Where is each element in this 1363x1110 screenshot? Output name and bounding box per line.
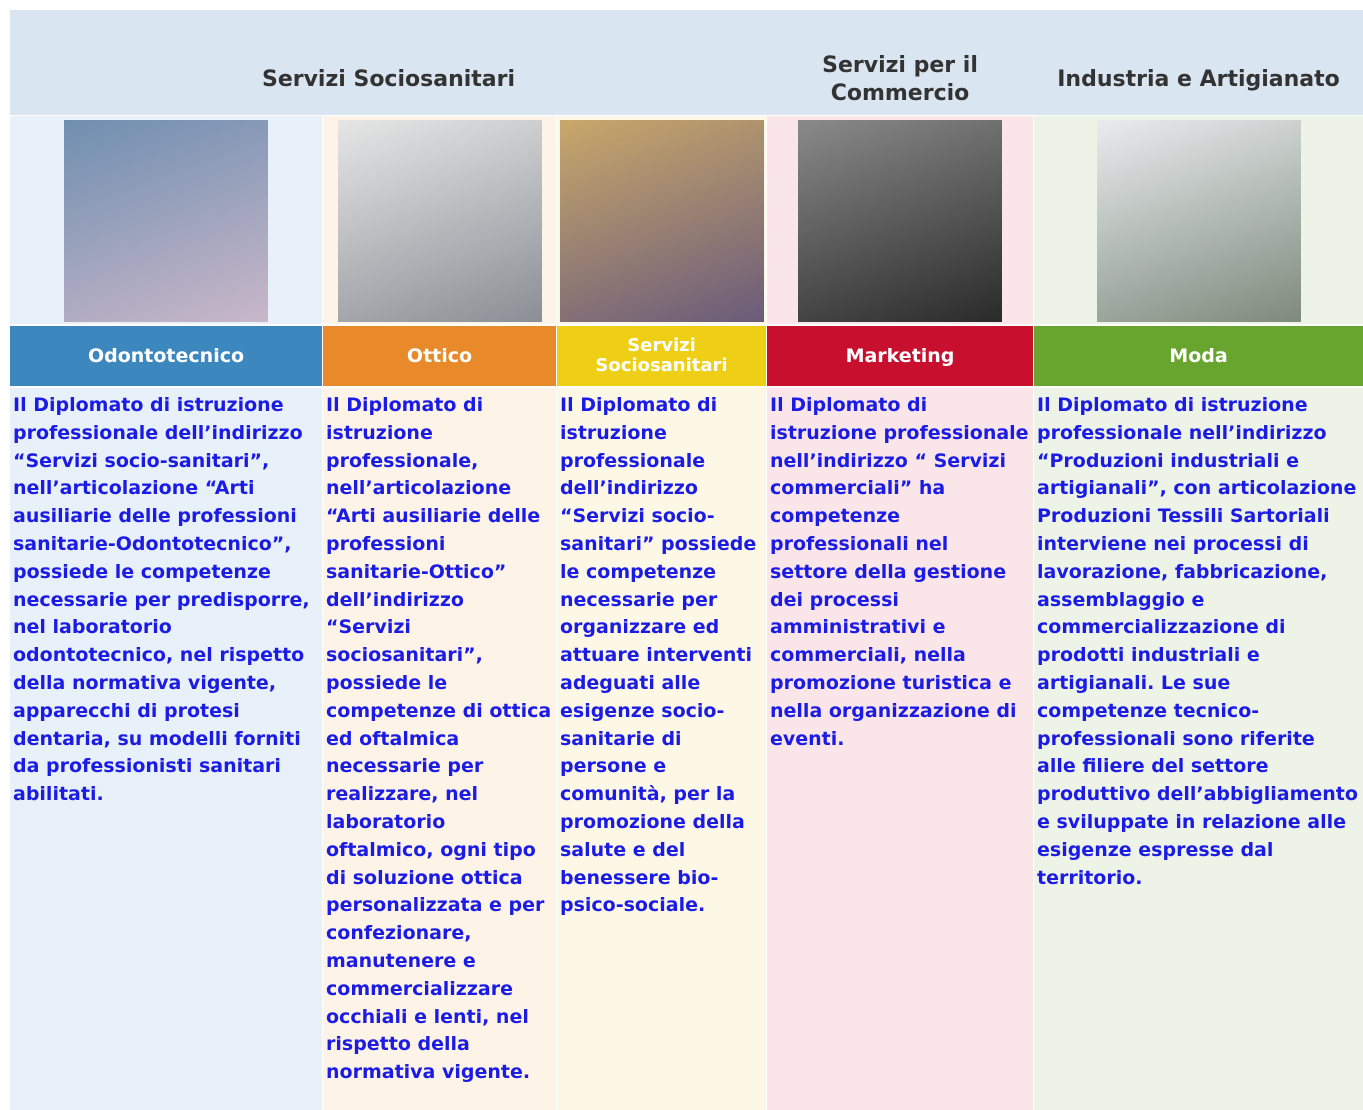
column-description: Il Diplomato di istruzione professionale… <box>767 388 1033 1110</box>
column-description: Il Diplomato di istruzione professionale… <box>557 388 766 1110</box>
column-label: Moda <box>1034 326 1363 386</box>
group-heading: Servizi Sociosanitari <box>261 67 516 92</box>
header-band <box>10 10 1363 115</box>
photo <box>64 120 268 322</box>
column-description: Il Diplomato di istruzione professionale… <box>1034 388 1363 1110</box>
group-heading: Servizi per il Commercio <box>822 53 978 106</box>
image-cell <box>1034 116 1363 324</box>
image-cell <box>557 116 766 324</box>
column-label: Marketing <box>767 326 1033 386</box>
image-cell <box>767 116 1033 324</box>
column-description: Il Diplomato di istruzione professionale… <box>10 388 322 1110</box>
group-heading: Industria e Artigianato <box>1057 67 1340 92</box>
column-label: Servizi Sociosanitari <box>557 326 766 386</box>
photo <box>1096 120 1301 322</box>
image-cell <box>10 116 322 324</box>
photo <box>559 120 764 322</box>
image-cell <box>323 116 556 324</box>
column-label: Odontotecnico <box>10 326 322 386</box>
photo <box>337 120 542 322</box>
column-description: Il Diplomato di istruzione professionale… <box>323 388 556 1110</box>
column-label: Ottico <box>323 326 556 386</box>
photo <box>798 120 1002 322</box>
